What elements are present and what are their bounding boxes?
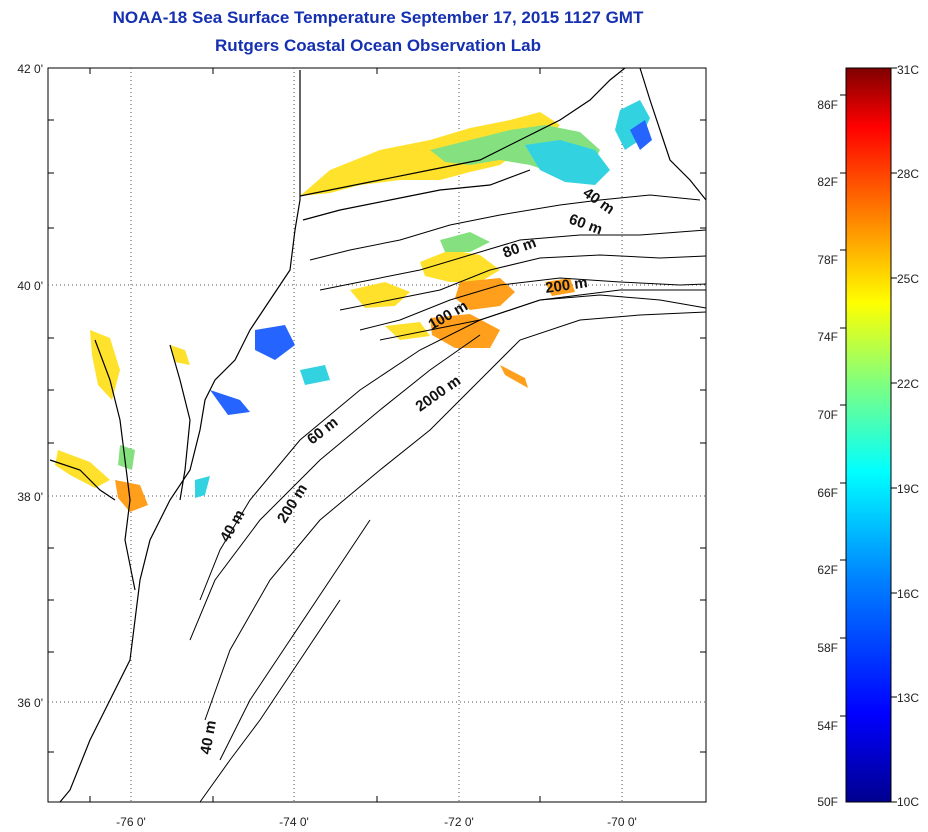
sst-patch-nj-shelf [350,282,410,308]
sst-patch-cape-cod [615,100,650,150]
sst-patch-va-coast [195,476,210,498]
sst-patch-nantucket [525,140,610,185]
lat-tick-label: 36 0' [17,696,43,710]
colorbar-c-labels: 31C 28C 25C 22C 19C 16C 13C 10C [897,63,919,809]
colorbar-f-label: 78F [817,253,838,267]
lat-tick-label: 38 0' [17,490,43,504]
sst-patches [55,100,652,512]
sst-patch-chesapeake-warm [115,480,148,512]
colorbar-f-label: 62F [817,563,838,577]
colorbar-c-label: 25C [897,272,919,286]
frame-ticks [48,68,706,802]
bathymetry-contours [189,194,707,803]
colorbar-c-label: 19C [897,482,919,496]
sst-patch-nj-coast [300,365,330,385]
lat-tick-label: 40 0' [17,279,43,293]
sst-patch-shelf-mild [440,232,490,252]
colorbar-f-label: 86F [817,98,838,112]
colorbar-c-label: 22C [897,377,919,391]
colorbar-f-label: 70F [817,408,838,422]
lat-tick-label: 42 0' [17,62,43,76]
contour-label: 40 m [197,719,220,756]
sst-patch-delaware [255,325,295,360]
map-subtitle: Rutgers Coastal Ocean Observation Lab [215,36,541,55]
colorbar [845,67,892,803]
lon-tick-labels: -76 0' -74 0' -72 0' -70 0' [116,815,637,829]
map-title: NOAA-18 Sea Surface Temperature Septembe… [112,8,644,27]
colorbar-c-label: 31C [897,63,919,77]
colorbar-f-label: 74F [817,330,838,344]
colorbar-c-label: 13C [897,691,919,705]
sst-patch-chesapeake [55,450,110,488]
colorbar-f-label: 54F [817,719,838,733]
sst-patch-delaware-bay [210,390,250,415]
colorbar-f-label: 66F [817,486,838,500]
colorbar-f-label: 50F [817,795,838,809]
sst-patch-long-island [300,112,560,196]
colorbar-c-label: 28C [897,167,919,181]
map-frame [47,67,707,803]
colorbar-c-label: 10C [897,795,919,809]
colorbar-f-labels: 86F 82F 78F 74F 70F 66F 62F 58F 54F 50F [817,98,838,809]
sst-patch-bay-north [170,345,190,365]
sst-patch-nj-midshelf [385,322,430,340]
lon-tick-label: -70 0' [607,815,637,829]
coastline [49,67,707,803]
sst-patch-offshore [545,278,575,296]
colorbar-f-label: 82F [817,175,838,189]
colorbar-c-label: 16C [897,587,919,601]
colorbar-ticks [840,67,897,803]
lon-tick-label: -74 0' [279,815,309,829]
sst-patch-chesapeake-mid [118,445,135,470]
lon-tick-label: -76 0' [116,815,146,829]
lon-tick-label: -72 0' [444,815,474,829]
sst-patch-shelf-break [455,278,515,310]
colorbar-f-label: 58F [817,641,838,655]
sst-patch-cape-cod-cold [630,120,652,150]
contour-label: 200 m [544,274,588,297]
sst-patch-filament [500,365,528,388]
lat-tick-labels: 42 0' 40 0' 38 0' 36 0' [17,62,43,710]
sst-patch-gulf-stream [430,314,500,348]
